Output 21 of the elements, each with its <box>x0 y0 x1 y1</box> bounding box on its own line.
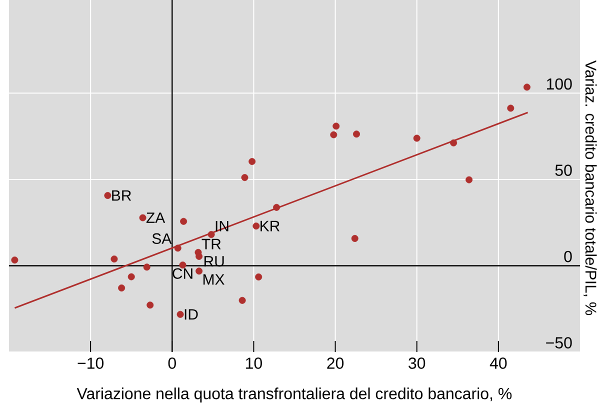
annotation: CN <box>172 268 192 279</box>
x-tick-label: 40 <box>490 358 507 369</box>
annotation: BR <box>112 190 132 201</box>
x-tick-label: 10 <box>246 358 262 369</box>
y-tick-label: 50 <box>555 164 572 176</box>
x-axis-title: Variazione nella quota transfrontaliera del credito bancario, % <box>76 388 512 402</box>
y-tick-label: −50 <box>546 337 572 348</box>
x-tick-label: 0 <box>168 358 176 369</box>
annotation: IN <box>216 220 228 232</box>
annotation: KR <box>260 220 280 232</box>
annotation: MX <box>203 274 224 285</box>
annotation: SA <box>152 233 172 244</box>
annotation: ZA <box>146 212 166 223</box>
y-tick-label: 100 <box>546 78 572 90</box>
x-tick-label: 20 <box>327 358 344 369</box>
annotation: TR <box>202 238 221 250</box>
y-tick-label: 0 <box>564 250 572 262</box>
annotation: ID <box>184 309 198 320</box>
x-tick-label: −10 <box>78 358 104 369</box>
x-tick-label: 30 <box>408 358 426 369</box>
y-axis-title: Variaz. credito bancario totale/PIL, % <box>584 60 597 316</box>
